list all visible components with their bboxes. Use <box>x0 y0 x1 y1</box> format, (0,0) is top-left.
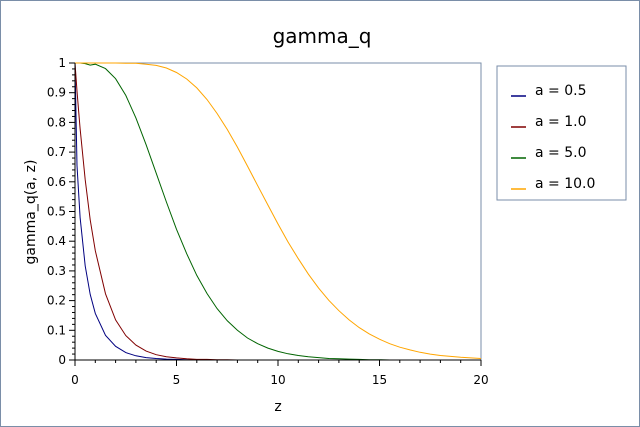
chart-title: gamma_q <box>273 24 372 48</box>
legend-label: a = 0.5 <box>535 83 586 99</box>
y-tick-label: 0.7 <box>47 145 66 159</box>
x-tick-label: 20 <box>473 373 488 387</box>
y-tick-label: 0.1 <box>47 323 66 337</box>
y-tick-label: 0.9 <box>47 86 66 100</box>
y-tick-label: 0.4 <box>47 234 66 248</box>
y-tick-label: 0.2 <box>47 294 66 308</box>
x-tick-label: 5 <box>173 373 181 387</box>
x-tick-label: 15 <box>372 373 387 387</box>
legend-label: a = 10.0 <box>535 176 595 192</box>
plot-area <box>74 62 482 361</box>
x-tick-label: 10 <box>270 373 285 387</box>
legend: a = 0.5 a = 1.0 a = 5.0 a = 10.0 <box>511 83 595 192</box>
legend-label: a = 1.0 <box>535 114 586 130</box>
x-tick-label: 0 <box>71 373 79 387</box>
x-tick-labels: 0 5 10 15 20 <box>71 373 488 387</box>
legend-label: a = 5.0 <box>535 145 586 161</box>
y-tick-label: 0.5 <box>47 205 66 219</box>
y-tick-label: 0.8 <box>47 115 66 129</box>
series-line-3 <box>75 62 482 359</box>
x-axis-label: z <box>274 399 281 415</box>
y-axis-label: gamma_q(a, z) <box>23 160 39 265</box>
y-tick-label: 0.6 <box>47 175 66 189</box>
axes-layer <box>69 62 482 366</box>
y-tick-labels: 0 0.1 0.2 0.3 0.4 0.5 0.6 0.7 0.8 0.9 1 <box>47 56 66 367</box>
legend-box <box>496 65 627 201</box>
y-tick-label: 0 <box>58 353 66 367</box>
y-tick-label: 0.3 <box>47 264 66 278</box>
y-tick-label: 1 <box>58 56 66 70</box>
